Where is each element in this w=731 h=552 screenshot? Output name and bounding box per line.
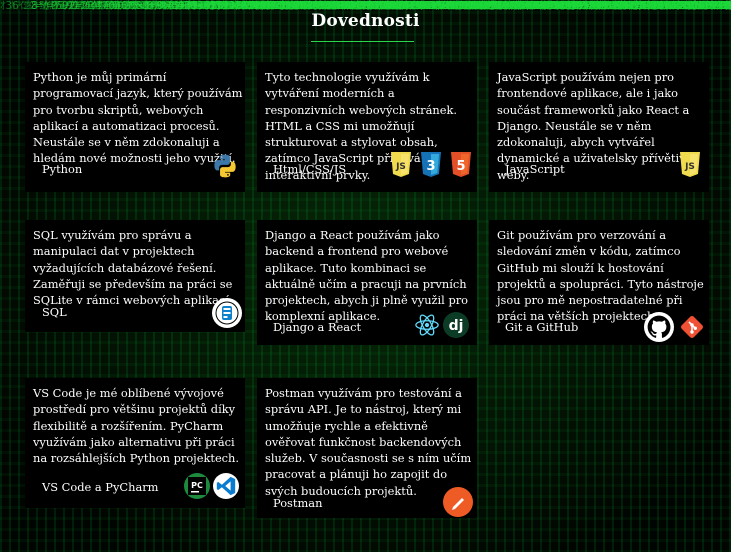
skill-label: Python <box>42 162 83 176</box>
react-icon <box>414 312 440 338</box>
skill-card-git-github: Git používám pro verzování a sledování z… <box>489 220 709 345</box>
git-icon <box>679 314 705 340</box>
skill-description: Tyto technologie využívám k vytváření mo… <box>265 70 458 182</box>
skill-card-postman: Postman využívám pro testování a správu … <box>257 378 477 518</box>
matrix-rain-column: 5ｲ43001ｹｺ8*>ｲ2ｸｺｶｷｹ+5ｹｱ<4ｳｺｵｶｶ54ｷｶｶ93744… <box>724 0 731 12</box>
skill-description: Python je můj primární programovací jazy… <box>33 70 243 166</box>
skill-card-sql: SQL využívám pro správu a manipulaci dat… <box>25 220 245 332</box>
python-icon <box>212 153 238 179</box>
page-title: Dovednosti <box>311 11 420 31</box>
skill-label: Html/CSS/JS <box>273 162 347 176</box>
svg-text:dj: dj <box>449 318 464 334</box>
vscode-icon <box>213 473 239 499</box>
skill-description: Postman využívám pro testování a správu … <box>265 386 472 498</box>
svg-text:3: 3 <box>426 159 435 174</box>
skill-label: SQL <box>42 305 67 319</box>
skill-card-python: Python je můj primární programovací jazy… <box>25 62 245 192</box>
css3-icon: 3 <box>418 152 444 178</box>
skill-label: Postman <box>273 496 323 510</box>
skill-label: JavaScript <box>505 162 565 176</box>
skill-description: SQL využívám pro správu a manipulaci dat… <box>33 228 233 308</box>
skill-label: Git a GitHub <box>505 320 579 334</box>
skill-description: VS Code je mé oblíbené vývojové prostřed… <box>33 386 240 466</box>
skill-description: Git používám pro verzování a sledování z… <box>497 228 704 324</box>
pycharm-icon: PC <box>184 473 210 499</box>
skill-label: VS Code a PyCharm <box>42 480 159 494</box>
javascript-icon: JS <box>677 152 703 178</box>
svg-text:PC: PC <box>191 481 203 490</box>
skill-card-vscode-pycharm: VS Code je mé oblíbené vývojové prostřed… <box>25 378 245 508</box>
skill-description: Django a React používám jako backend a f… <box>265 228 469 324</box>
skill-card-html-css-js: Tyto technologie využívám k vytváření mo… <box>257 62 477 192</box>
skill-card-javascript: JavaScript používám nejen pro frontendov… <box>489 62 709 192</box>
skill-card-django-react: Django a React používám jako backend a f… <box>257 220 477 345</box>
skill-label: Django a React <box>273 320 362 334</box>
svg-text:JS: JS <box>395 162 406 172</box>
title-underline <box>311 41 414 42</box>
matrix-rain-column: +55ｱ2ｶ95ｹ4::6>ｺ05ｴ*ｳｸ82ｷｸｲ>ｱ*ｷ+1ｳｵ3>=ｸ14… <box>714 0 731 12</box>
html5-icon: 5 <box>448 152 474 178</box>
django-icon: dj <box>443 312 469 338</box>
sqlite-icon <box>212 298 242 328</box>
skill-description: JavaScript používám nejen pro frontendov… <box>497 70 693 182</box>
svg-text:5: 5 <box>456 159 465 174</box>
github-icon <box>644 312 674 342</box>
svg-text:JS: JS <box>684 162 695 172</box>
postman-icon <box>443 487 473 517</box>
javascript-icon: JS <box>388 152 414 178</box>
